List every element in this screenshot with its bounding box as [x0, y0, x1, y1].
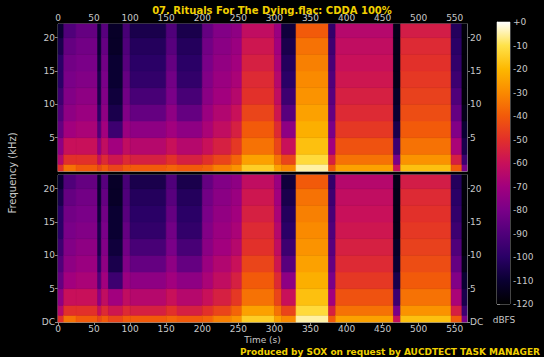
svg-text:20: 20	[470, 184, 482, 194]
svg-text:10: 10	[44, 99, 56, 109]
svg-text:Produced by SOX on request by: Produced by SOX on request by AUCDTECT T…	[240, 347, 540, 357]
svg-text:350: 350	[302, 324, 319, 334]
svg-text:-70: -70	[513, 182, 528, 192]
svg-text:550: 550	[446, 324, 463, 334]
svg-text:-90: -90	[513, 229, 528, 239]
svg-text:DC: DC	[470, 317, 483, 327]
svg-text:+0: +0	[513, 17, 527, 27]
svg-text:400: 400	[338, 324, 355, 334]
svg-text:450: 450	[374, 12, 392, 23]
svg-text:5: 5	[470, 284, 476, 294]
svg-text:10: 10	[470, 99, 482, 109]
svg-text:500: 500	[410, 324, 427, 334]
svg-text:07. Rituals For The Dying.flac: 07. Rituals For The Dying.flac: CDDA 100…	[152, 5, 392, 16]
svg-text:20: 20	[44, 33, 56, 43]
svg-text:-20: -20	[513, 64, 528, 74]
svg-text:5: 5	[49, 133, 55, 143]
svg-text:15: 15	[470, 217, 481, 227]
svg-text:250: 250	[229, 12, 247, 23]
svg-text:20: 20	[44, 184, 56, 194]
svg-text:250: 250	[230, 324, 247, 334]
svg-text:400: 400	[337, 12, 356, 23]
svg-text:300: 300	[265, 12, 283, 23]
svg-text:5: 5	[49, 284, 55, 294]
svg-text:150: 150	[158, 324, 175, 334]
svg-text:300: 300	[266, 324, 283, 334]
svg-text:550: 550	[446, 13, 463, 23]
svg-text:15: 15	[470, 66, 481, 76]
svg-text:5: 5	[470, 133, 476, 143]
svg-text:-60: -60	[513, 158, 528, 168]
svg-text:0: 0	[55, 324, 61, 334]
svg-text:100: 100	[122, 13, 139, 23]
svg-text:20: 20	[470, 33, 482, 43]
svg-text:Time (s): Time (s)	[243, 335, 281, 345]
svg-text:500: 500	[410, 13, 427, 23]
svg-text:-110: -110	[513, 276, 534, 286]
svg-text:450: 450	[374, 324, 391, 334]
svg-text:50: 50	[88, 13, 100, 23]
svg-text:150: 150	[157, 12, 175, 23]
svg-text:Frequency (kHz): Frequency (kHz)	[7, 132, 18, 213]
svg-text:350: 350	[301, 12, 320, 23]
svg-text:-50: -50	[513, 135, 528, 145]
svg-text:0: 0	[55, 13, 61, 23]
svg-text:-80: -80	[513, 205, 528, 215]
svg-text:10: 10	[470, 250, 482, 260]
svg-text:dBFS: dBFS	[493, 315, 516, 325]
svg-text:100: 100	[122, 324, 139, 334]
svg-text:-30: -30	[513, 88, 528, 98]
svg-text:-10: -10	[513, 41, 528, 51]
svg-text:15: 15	[44, 217, 55, 227]
svg-text:-40: -40	[513, 111, 528, 121]
svg-text:DC: DC	[42, 317, 55, 327]
svg-text:10: 10	[44, 250, 56, 260]
svg-text:15: 15	[44, 66, 55, 76]
svg-text:-100: -100	[513, 252, 534, 262]
svg-text:-120: -120	[513, 299, 534, 309]
svg-text:200: 200	[194, 324, 211, 334]
svg-text:50: 50	[88, 324, 100, 334]
svg-text:200: 200	[193, 12, 211, 23]
